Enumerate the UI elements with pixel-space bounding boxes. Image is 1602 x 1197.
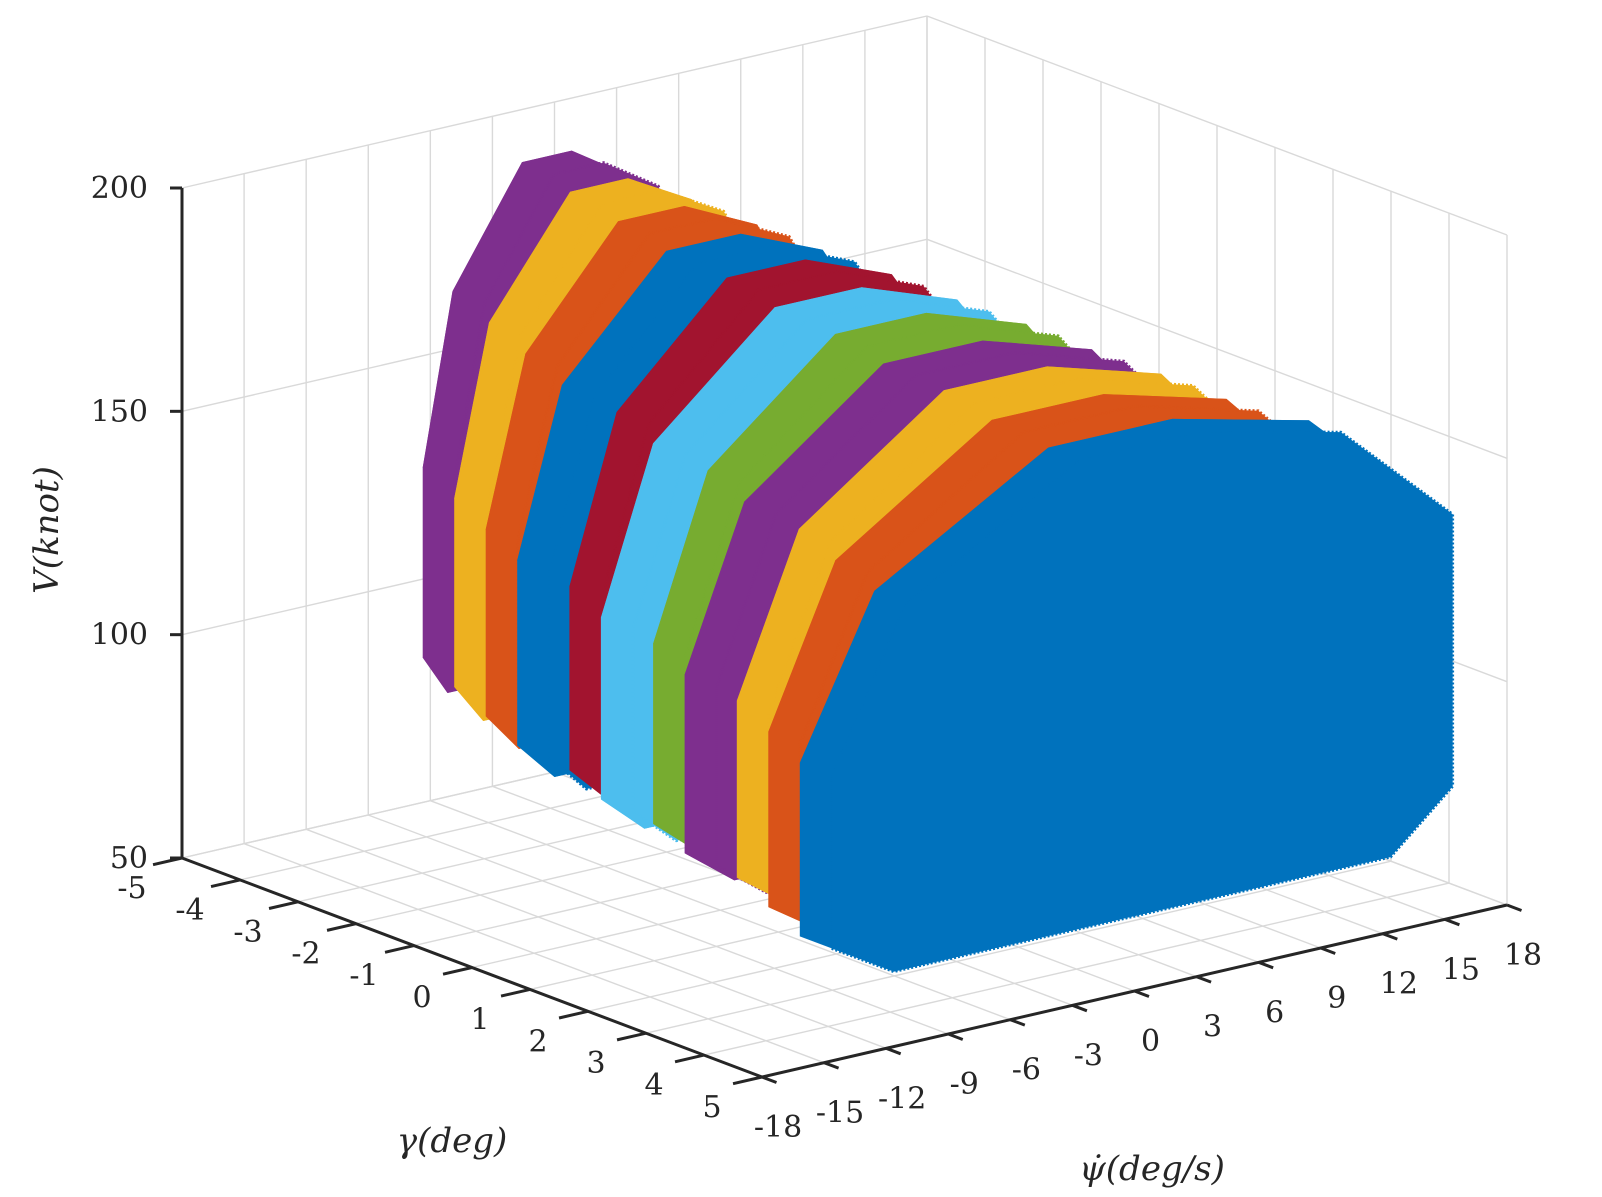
y-tick-label-9: 4 [644, 1068, 663, 1103]
y-tick-7 [558, 1009, 589, 1020]
x-tick-label-8: 6 [1265, 995, 1284, 1030]
x-tick-label-10: 12 [1380, 967, 1418, 1002]
x-tick-label-1: -15 [816, 1096, 864, 1131]
x-tick-7 [1196, 975, 1212, 984]
slab-face-10 [830, 429, 1455, 974]
x-tick-12 [1506, 903, 1523, 912]
grid-back-z-3 [181, 15, 928, 189]
x-axis-title: ψ̇(deg/s) [1079, 1149, 1225, 1189]
x-tick-1 [823, 1061, 840, 1070]
x-tick-label-0: -18 [754, 1110, 802, 1145]
y-tick-label-5: 0 [412, 981, 431, 1016]
x-tick-9 [1320, 946, 1336, 955]
x-tick-5 [1071, 1003, 1088, 1013]
y-axis-title: γ(deg) [397, 1121, 508, 1161]
y-tick-8 [616, 1031, 647, 1042]
z-tick-label-0: 50 [110, 841, 148, 876]
y-tick-label-8: 3 [586, 1046, 605, 1081]
axes [152, 186, 1523, 1086]
grid-side-z-2 [926, 238, 1508, 459]
grid-floor-y-8 [645, 860, 1392, 1034]
y-tick-label-7: 2 [528, 1024, 547, 1059]
y-tick-label-10: 5 [702, 1090, 721, 1125]
z-tick-label-2: 150 [91, 394, 148, 429]
y-tick-label-1: -4 [175, 893, 204, 928]
y-tick-2 [268, 900, 299, 910]
z-tick-label-1: 100 [91, 618, 148, 653]
y-tick-3 [326, 922, 357, 932]
grid-side-z-3 [926, 15, 1508, 236]
x-tick-8 [1258, 960, 1274, 970]
y-tick-6 [500, 987, 531, 998]
y-tick-4 [384, 944, 415, 954]
x-tick-label-3: -9 [950, 1067, 979, 1102]
z-axis-title: V(knot) [27, 466, 67, 594]
x-tick-label-9: 9 [1327, 981, 1346, 1016]
x-tick-label-4: -6 [1012, 1053, 1041, 1088]
x-tick-0 [761, 1075, 778, 1084]
y-tick-label-2: -3 [233, 915, 262, 950]
y-tick-10 [732, 1075, 763, 1086]
y-tick-label-3: -2 [291, 937, 320, 972]
y-tick-label-0: -5 [117, 871, 146, 906]
slab-10 [799, 418, 1455, 974]
z-tick-label-3: 200 [91, 171, 148, 206]
y-tick-5 [442, 966, 473, 976]
x-tick-label-2: -12 [878, 1081, 926, 1116]
x-tick-label-7: 3 [1203, 1010, 1222, 1045]
data-slabs [422, 150, 1455, 974]
x-tick-10 [1382, 932, 1398, 941]
y-tick-0 [152, 856, 183, 867]
y-tick-label-6: 1 [470, 1002, 489, 1037]
x-tick-label-6: 0 [1141, 1024, 1160, 1059]
y-tick-9 [674, 1053, 705, 1064]
x-tick-6 [1133, 989, 1150, 998]
x-tick-4 [1009, 1018, 1026, 1027]
y-tick-label-4: -1 [349, 959, 378, 994]
y-tick-1 [210, 878, 241, 889]
x-tick-label-11: 15 [1442, 952, 1480, 987]
x-tick-label-5: -3 [1074, 1038, 1103, 1073]
x-tick-label-12: 18 [1504, 938, 1542, 973]
grid-floor-y-9 [703, 882, 1450, 1056]
x-tick-2 [885, 1046, 902, 1056]
x-tick-11 [1444, 917, 1460, 927]
x-tick-3 [947, 1032, 964, 1041]
